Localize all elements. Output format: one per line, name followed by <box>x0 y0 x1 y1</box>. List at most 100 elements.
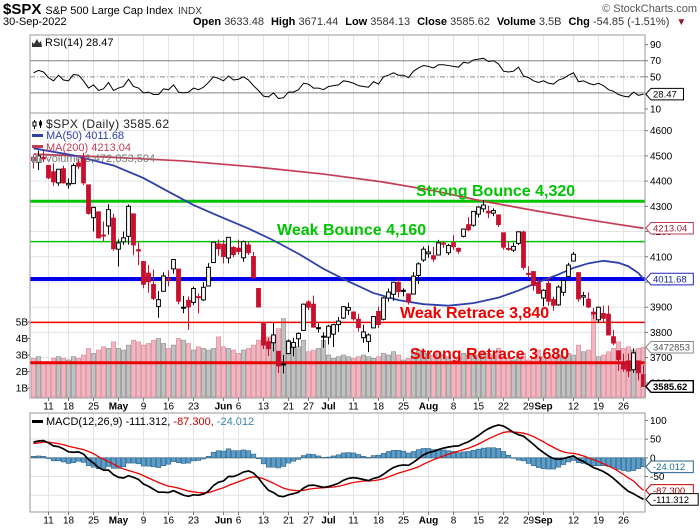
value-box <box>645 340 694 354</box>
svg-text:19: 19 <box>593 516 605 527</box>
svg-text:6: 6 <box>236 516 242 527</box>
svg-text:11: 11 <box>43 516 54 527</box>
quote-value: 3.5B <box>538 16 562 28</box>
rsi-legend-text: RSI(14) 28.47 <box>45 37 114 49</box>
quote-item-chg: Chg -54.85 (-1.51%) <box>568 16 669 28</box>
moving-averages <box>33 147 645 307</box>
svg-text:29: 29 <box>523 402 535 413</box>
svg-text:25: 25 <box>88 402 100 413</box>
ma200-legend-text: MA(200) 4213.04 <box>46 141 131 154</box>
axis-labels: 4600450044004300420041004000390038003700… <box>16 40 673 526</box>
svg-text:27: 27 <box>303 402 315 413</box>
rsi-line <box>33 57 644 100</box>
svg-text:18: 18 <box>63 516 75 527</box>
volume-legend-row: Volume 3,472,853,504 <box>32 153 169 166</box>
ma200-line <box>33 153 644 230</box>
ma200-line-icon <box>32 145 43 149</box>
macd-layer <box>30 424 647 501</box>
quote-item-open: Open 3633.48 <box>193 16 264 28</box>
date-label: 30-Sep-2022 <box>3 16 67 28</box>
volume-legend-text: Volume 3,472,853,504 <box>45 153 156 165</box>
quote-value: 3584.13 <box>370 16 411 28</box>
svg-text:25: 25 <box>398 402 410 413</box>
svg-text:Jul: Jul <box>321 402 336 413</box>
macd-name: MACD(12,26,9) <box>46 416 123 428</box>
copyright: © StockCharts.com <box>602 3 697 15</box>
svg-text:Sep: Sep <box>534 402 552 413</box>
svg-text:3700: 3700 <box>650 353 673 364</box>
macd-signal-line <box>33 431 644 494</box>
svg-text:50: 50 <box>650 72 662 83</box>
svg-text:May: May <box>109 516 129 527</box>
svg-text:25: 25 <box>398 516 410 527</box>
svg-text:25: 25 <box>88 516 100 527</box>
symbol: $SPX <box>3 1 42 18</box>
svg-text:3B: 3B <box>16 351 29 362</box>
annotation-strong-bounce: Strong Bounce 4,320 <box>416 183 576 200</box>
svg-text:19: 19 <box>593 402 605 413</box>
svg-text:16: 16 <box>163 516 175 527</box>
svg-text:Aug: Aug <box>419 402 438 413</box>
symbol-name: S&P 500 Large Cap Index <box>45 5 173 17</box>
svg-text:6: 6 <box>236 402 242 413</box>
svg-text:4300: 4300 <box>650 202 673 213</box>
svg-text:Sep: Sep <box>534 516 552 527</box>
svg-text:50: 50 <box>650 435 662 446</box>
candles-layer <box>31 150 646 387</box>
annotation-weak-bounce: Weak Bounce 4,160 <box>277 222 427 239</box>
quote-label: Volume <box>496 16 536 28</box>
svg-text:4500: 4500 <box>650 151 673 162</box>
svg-text:23: 23 <box>188 402 200 413</box>
quote-label: High <box>270 16 296 28</box>
symbol-legend-text: $SPX (Daily) 3585.62 <box>46 117 170 131</box>
svg-text:11: 11 <box>43 402 54 413</box>
svg-text:70: 70 <box>650 56 662 67</box>
svg-text:-50: -50 <box>650 472 665 483</box>
quote-item-low: Low 3584.13 <box>345 16 410 28</box>
ma50-line-icon <box>32 133 43 137</box>
quote-label: Chg <box>568 16 590 28</box>
svg-text:9: 9 <box>141 516 147 527</box>
svg-text:4011.68: 4011.68 <box>653 274 687 285</box>
quote-value: 3633.48 <box>224 16 264 28</box>
macd-value: -111.312, <box>125 416 171 428</box>
svg-text:26: 26 <box>618 402 630 413</box>
svg-text:18: 18 <box>63 402 75 413</box>
svg-text:-111.312: -111.312 <box>653 495 689 506</box>
volume-bars-icon <box>32 154 42 163</box>
svg-text:3800: 3800 <box>650 328 673 339</box>
svg-text:4B: 4B <box>16 334 29 345</box>
main-legend: $SPX (Daily) 3585.62 MA(50) 4011.68 MA(2… <box>32 118 169 166</box>
svg-text:22: 22 <box>498 516 510 527</box>
svg-text:21: 21 <box>283 402 295 413</box>
svg-text:15: 15 <box>473 516 485 527</box>
svg-text:4213.04: 4213.04 <box>653 224 687 235</box>
value-box <box>645 493 699 506</box>
svg-text:Jun: Jun <box>215 516 233 527</box>
svg-text:11: 11 <box>348 516 359 527</box>
value-box <box>645 272 694 286</box>
svg-text:26: 26 <box>618 516 630 527</box>
value-box <box>645 460 694 474</box>
svg-text:-24.012: -24.012 <box>653 462 685 473</box>
svg-text:29: 29 <box>523 516 535 527</box>
exchange-label: INDX <box>177 6 202 17</box>
change-down-arrow-icon: ▼ <box>676 17 687 28</box>
value-boxes: 28.47 4213.04 4011.68 3472853 3585.62 -24.012… <box>644 87 699 506</box>
svg-text:90: 90 <box>650 40 662 51</box>
svg-text:4600: 4600 <box>650 126 673 137</box>
svg-text:-87.300: -87.300 <box>653 486 685 497</box>
svg-text:0: 0 <box>650 453 656 464</box>
svg-text:18: 18 <box>373 516 385 527</box>
svg-text:23: 23 <box>188 516 200 527</box>
annotation-weak-retrace: Weak Retrace 3,840 <box>400 305 550 322</box>
svg-text:13: 13 <box>258 402 270 413</box>
quote-item-volume: Volume 3.5B <box>497 16 562 28</box>
value-box <box>644 379 694 393</box>
macd-hist-value: -24.012 <box>216 416 255 428</box>
svg-text:Jul: Jul <box>321 516 336 527</box>
svg-text:3900: 3900 <box>650 303 673 314</box>
svg-text:5B: 5B <box>16 318 29 329</box>
